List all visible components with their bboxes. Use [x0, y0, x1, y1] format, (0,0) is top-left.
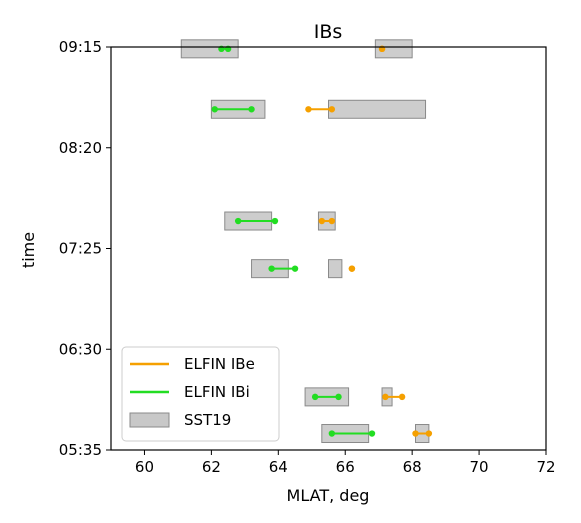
y-tick-label-3: 08:20 — [59, 139, 102, 157]
x-tick-label-5: 70 — [470, 458, 489, 476]
elfin-ibe-point-5-b — [425, 430, 433, 437]
elfin-ibi-point-5-b — [368, 430, 376, 437]
elfin-ibi-point-3-a — [268, 265, 275, 272]
elfin-ibi-point-2-a — [234, 217, 242, 225]
elfin-ibi-point-1-b — [248, 106, 255, 113]
y-tick-label-2: 07:25 — [59, 240, 102, 258]
elfin-ibe-point-5-a — [412, 430, 419, 437]
elfin-ibe-point-4-a — [382, 393, 389, 401]
x-tick-label-1: 62 — [202, 458, 221, 476]
sst19-box-1 — [374, 39, 413, 59]
x-tick-label-0: 60 — [135, 458, 154, 476]
legend-label-elfin-ibi: ELFIN IBi — [184, 383, 250, 401]
legend-swatch-sst19 — [129, 412, 170, 428]
y-tick-label-4: 09:15 — [59, 38, 102, 56]
elfin-ibi-point-4-b — [335, 393, 342, 401]
sst19-box-7 — [328, 259, 343, 279]
legend-label-sst19: SST19 — [184, 411, 231, 429]
sst19-box-3 — [328, 99, 427, 119]
plot-area — [180, 39, 433, 444]
y-axis-label: time — [19, 232, 38, 268]
axes: 60 62 64 66 68 70 72 05:35 06:30 07:25 08:20 09:15 — [59, 38, 556, 476]
elfin-ibe-point-2-a — [318, 217, 326, 225]
sst19-box-0 — [180, 39, 239, 59]
x-axis-label: MLAT, deg — [287, 486, 370, 505]
legend-label-elfin-ibe: ELFIN IBe — [184, 355, 255, 373]
elfin-ibi-point-4-a — [311, 393, 319, 401]
y-tick-label-0: 05:35 — [59, 441, 102, 459]
elfin-ibe-point-1-b — [328, 106, 336, 113]
elfin-ibi-point-5-a — [328, 430, 336, 437]
chart-title: IBs — [314, 21, 343, 43]
x-tick-label-4: 68 — [403, 458, 422, 476]
elfin-ibe-point-4-b — [398, 393, 406, 401]
elfin-ibi-point-1-a — [211, 106, 218, 113]
y-tick-label-1: 06:30 — [59, 340, 102, 358]
x-tick-label-3: 66 — [336, 458, 355, 476]
elfin-ibe-point-2-b — [328, 217, 336, 225]
x-tick-label-6: 72 — [536, 458, 555, 476]
elfin-ibi-point-3-b — [291, 265, 299, 272]
elfin-ibe-point-1-a — [305, 106, 312, 113]
elfin-ibi-point-2-b — [271, 217, 279, 225]
legend: ELFIN IBe ELFIN IBi SST19 — [121, 346, 280, 442]
elfin-ibe-point-3-b — [348, 265, 356, 272]
x-tick-label-2: 64 — [269, 458, 288, 476]
